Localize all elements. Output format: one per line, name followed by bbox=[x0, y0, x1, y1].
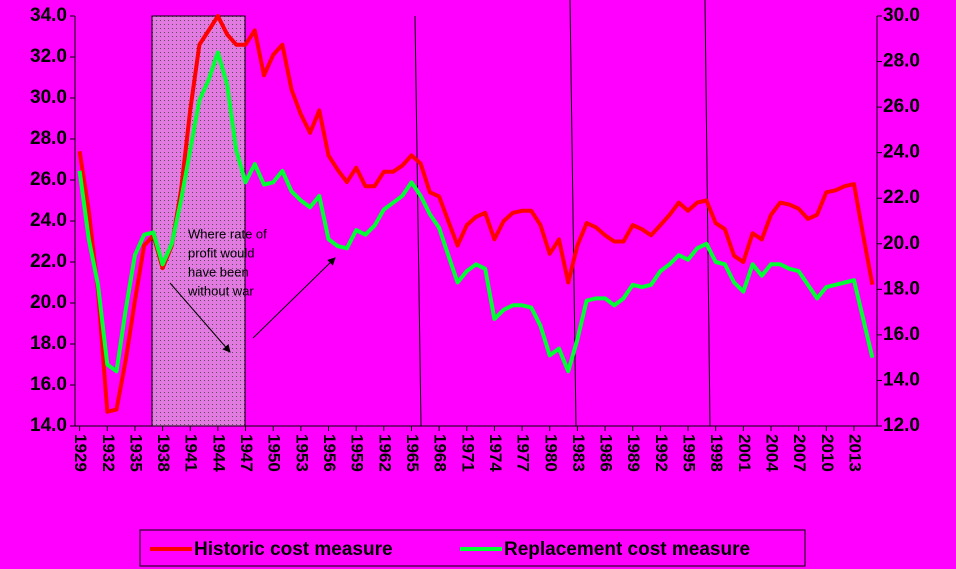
x-tick-label: 1971 bbox=[458, 434, 477, 472]
arrow bbox=[252, 257, 336, 339]
x-tick-label: 1980 bbox=[541, 434, 560, 472]
x-tick-label: 1986 bbox=[597, 434, 616, 472]
y-tick-label: 30.0 bbox=[30, 87, 67, 108]
y-tick-label: 20.0 bbox=[30, 292, 67, 313]
x-tick-label: 1974 bbox=[486, 434, 505, 472]
x-tick-label: 1995 bbox=[680, 434, 699, 472]
x-tick-label: 2007 bbox=[790, 434, 809, 472]
annotation: without war bbox=[187, 283, 254, 298]
series-line bbox=[77, 14, 875, 414]
x-tick-label: 1941 bbox=[182, 434, 201, 472]
annotation: Where rate of bbox=[188, 226, 267, 241]
x-tick-label: 1959 bbox=[348, 434, 367, 472]
x-tick-label: 1953 bbox=[292, 434, 311, 472]
x-tick-label: 1992 bbox=[652, 434, 671, 472]
x-tick-label: 1932 bbox=[99, 434, 118, 472]
arrow bbox=[169, 282, 231, 353]
y2-tick-label: 14.0 bbox=[883, 369, 920, 390]
y-tick-label: 24.0 bbox=[30, 210, 67, 231]
x-tick-label: 1977 bbox=[514, 434, 533, 472]
x-tick-label: 1962 bbox=[375, 434, 394, 472]
x-tick-label: 2004 bbox=[763, 434, 782, 472]
y-tick-label: 22.0 bbox=[30, 251, 67, 272]
y-tick-label: 32.0 bbox=[30, 46, 67, 67]
y2-tick-label: 22.0 bbox=[883, 187, 920, 208]
x-tick-label: 1944 bbox=[209, 434, 228, 472]
y-tick-label: 18.0 bbox=[30, 333, 67, 354]
y2-tick-label: 24.0 bbox=[883, 142, 920, 163]
y2-tick-label: 20.0 bbox=[883, 233, 920, 254]
x-tick-label: 1983 bbox=[569, 434, 588, 472]
x-tick-label: 1950 bbox=[265, 434, 284, 472]
y-tick-label: 34.0 bbox=[30, 5, 67, 26]
x-tick-label: 1965 bbox=[403, 434, 422, 472]
annotation: profit would bbox=[188, 245, 254, 260]
y-tick-label: 26.0 bbox=[30, 169, 67, 190]
x-tick-label: 1968 bbox=[431, 434, 450, 472]
x-tick-label: 1947 bbox=[237, 434, 256, 472]
y-tick-label: 14.0 bbox=[30, 415, 67, 436]
legend-label: Replacement cost measure bbox=[504, 539, 750, 560]
y2-tick-label: 12.0 bbox=[883, 415, 920, 436]
y2-tick-label: 16.0 bbox=[883, 324, 920, 345]
war-period-box bbox=[151, 15, 246, 427]
x-tick-label: 2001 bbox=[735, 434, 754, 472]
divider bbox=[414, 15, 422, 427]
x-tick-label: 1935 bbox=[126, 434, 145, 472]
x-tick-label: 2013 bbox=[845, 434, 864, 472]
x-tick-label: 1998 bbox=[707, 434, 726, 472]
x-tick-label: 1938 bbox=[154, 434, 173, 472]
y2-tick-label: 28.0 bbox=[883, 51, 920, 72]
x-tick-label: 1956 bbox=[320, 434, 339, 472]
y2-tick-label: 26.0 bbox=[883, 96, 920, 117]
divider bbox=[569, 0, 577, 427]
y2-tick-label: 18.0 bbox=[883, 278, 920, 299]
legend bbox=[139, 529, 806, 567]
legend-label: Historic cost measure bbox=[194, 539, 393, 560]
x-tick-label: 2010 bbox=[818, 434, 837, 472]
y2-tick-label: 30.0 bbox=[883, 5, 920, 26]
x-tick-label: 1929 bbox=[71, 434, 90, 472]
y-tick-label: 28.0 bbox=[30, 128, 67, 149]
x-tick-label: 1989 bbox=[624, 434, 643, 472]
annotation: have been bbox=[188, 264, 249, 279]
divider bbox=[704, 0, 711, 427]
y-tick-label: 16.0 bbox=[30, 374, 67, 395]
series-line bbox=[77, 50, 875, 374]
